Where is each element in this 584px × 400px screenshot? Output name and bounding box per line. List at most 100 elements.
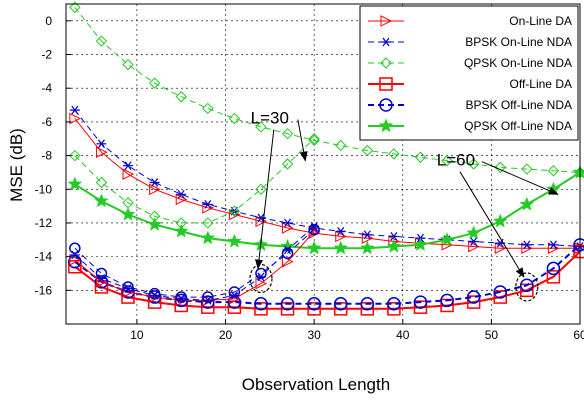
data-point (281, 247, 294, 260)
data-point (148, 287, 161, 300)
data-point (466, 290, 481, 304)
data-point (521, 163, 533, 175)
data-point (175, 90, 187, 103)
data-point (202, 291, 214, 303)
data-point (255, 277, 268, 290)
legend-label: QPSK On-Line NDA (464, 56, 572, 70)
data-point (255, 121, 267, 133)
annotation-label: L=30 (251, 109, 289, 128)
data-point (388, 232, 399, 241)
data-point (361, 144, 374, 157)
legend-label: QPSK Off-Line NDA (464, 119, 572, 133)
data-point (333, 240, 349, 255)
series-line (74, 109, 581, 247)
x-tick-label: 40 (396, 328, 410, 342)
annotation-arrow (459, 171, 525, 278)
data-point (546, 261, 561, 276)
data-point (228, 205, 241, 217)
data-point (123, 161, 134, 171)
series-l30-3 (69, 133, 320, 229)
data-point (69, 149, 81, 162)
data-point (467, 158, 480, 170)
data-point (281, 127, 294, 140)
data-point (307, 297, 321, 311)
data-point (282, 222, 294, 234)
series-line (74, 231, 315, 301)
legend-marker (381, 37, 391, 47)
legend-item: QPSK On-Line NDA (368, 56, 572, 70)
data-point (94, 193, 109, 208)
data-point (148, 210, 161, 222)
data-point (95, 35, 108, 47)
y-tick-label: -2 (41, 48, 52, 62)
legend-label: Off-Line DA (510, 77, 572, 91)
data-point (149, 183, 161, 196)
data-point (173, 223, 189, 238)
annotation-arrow (255, 129, 275, 270)
data-point (69, 105, 80, 115)
data-point (175, 291, 187, 303)
legend-item: Off-Line DA (368, 77, 572, 91)
data-point (546, 270, 561, 284)
series-layer (67, 1, 584, 316)
data-point (519, 196, 535, 211)
data-point (227, 233, 242, 248)
data-point (120, 206, 136, 221)
data-point (335, 227, 346, 236)
legend-marker (378, 118, 394, 133)
legend-item: On-Line DA (368, 14, 572, 28)
data-point (386, 238, 402, 253)
y-tick-label: -10 (35, 182, 53, 196)
legend-marker (380, 15, 393, 27)
series-line (74, 250, 581, 310)
data-point (228, 112, 241, 125)
data-point (360, 297, 375, 311)
data-point (440, 293, 454, 308)
data-point (468, 240, 480, 253)
legend-marker (380, 57, 392, 69)
data-point (95, 146, 108, 159)
data-point (175, 193, 188, 206)
data-point (281, 158, 294, 170)
data-point (308, 133, 320, 145)
legend-label: BPSK Off-Line NDA (466, 98, 573, 112)
data-point (68, 259, 82, 274)
y-tick-label: -14 (35, 250, 53, 264)
data-point (387, 297, 401, 311)
data-point (362, 230, 373, 240)
y-tick-label: -16 (35, 283, 53, 297)
data-point (308, 134, 320, 147)
data-point (521, 240, 532, 250)
data-point (306, 240, 322, 255)
data-point (466, 225, 481, 240)
data-point (493, 285, 507, 299)
annotation-arrow (297, 119, 308, 162)
y-axis-label: MSE (dB) (7, 128, 26, 202)
data-point (122, 168, 135, 180)
data-point (441, 154, 453, 167)
legend-box (359, 5, 579, 141)
data-point (149, 178, 160, 187)
data-point (122, 281, 134, 293)
x-tick-label: 50 (485, 328, 499, 342)
data-point (388, 148, 400, 160)
data-point (200, 230, 216, 245)
series-l30-2 (69, 223, 320, 303)
data-point (95, 267, 108, 280)
data-point (333, 297, 348, 311)
data-point (69, 254, 81, 266)
series-qpsk-on-line-nda (69, 1, 584, 179)
legend-label: On-Line DA (509, 14, 572, 28)
data-point (280, 297, 295, 311)
legend-label: BPSK On-Line NDA (465, 35, 572, 49)
annotations: L=30 L=60 (249, 109, 559, 302)
data-point (96, 139, 107, 149)
data-point (413, 237, 428, 252)
data-point (468, 237, 479, 246)
data-point (413, 295, 428, 309)
data-point (69, 1, 81, 14)
data-point (282, 218, 293, 228)
data-point (69, 112, 81, 125)
data-point (548, 240, 559, 250)
